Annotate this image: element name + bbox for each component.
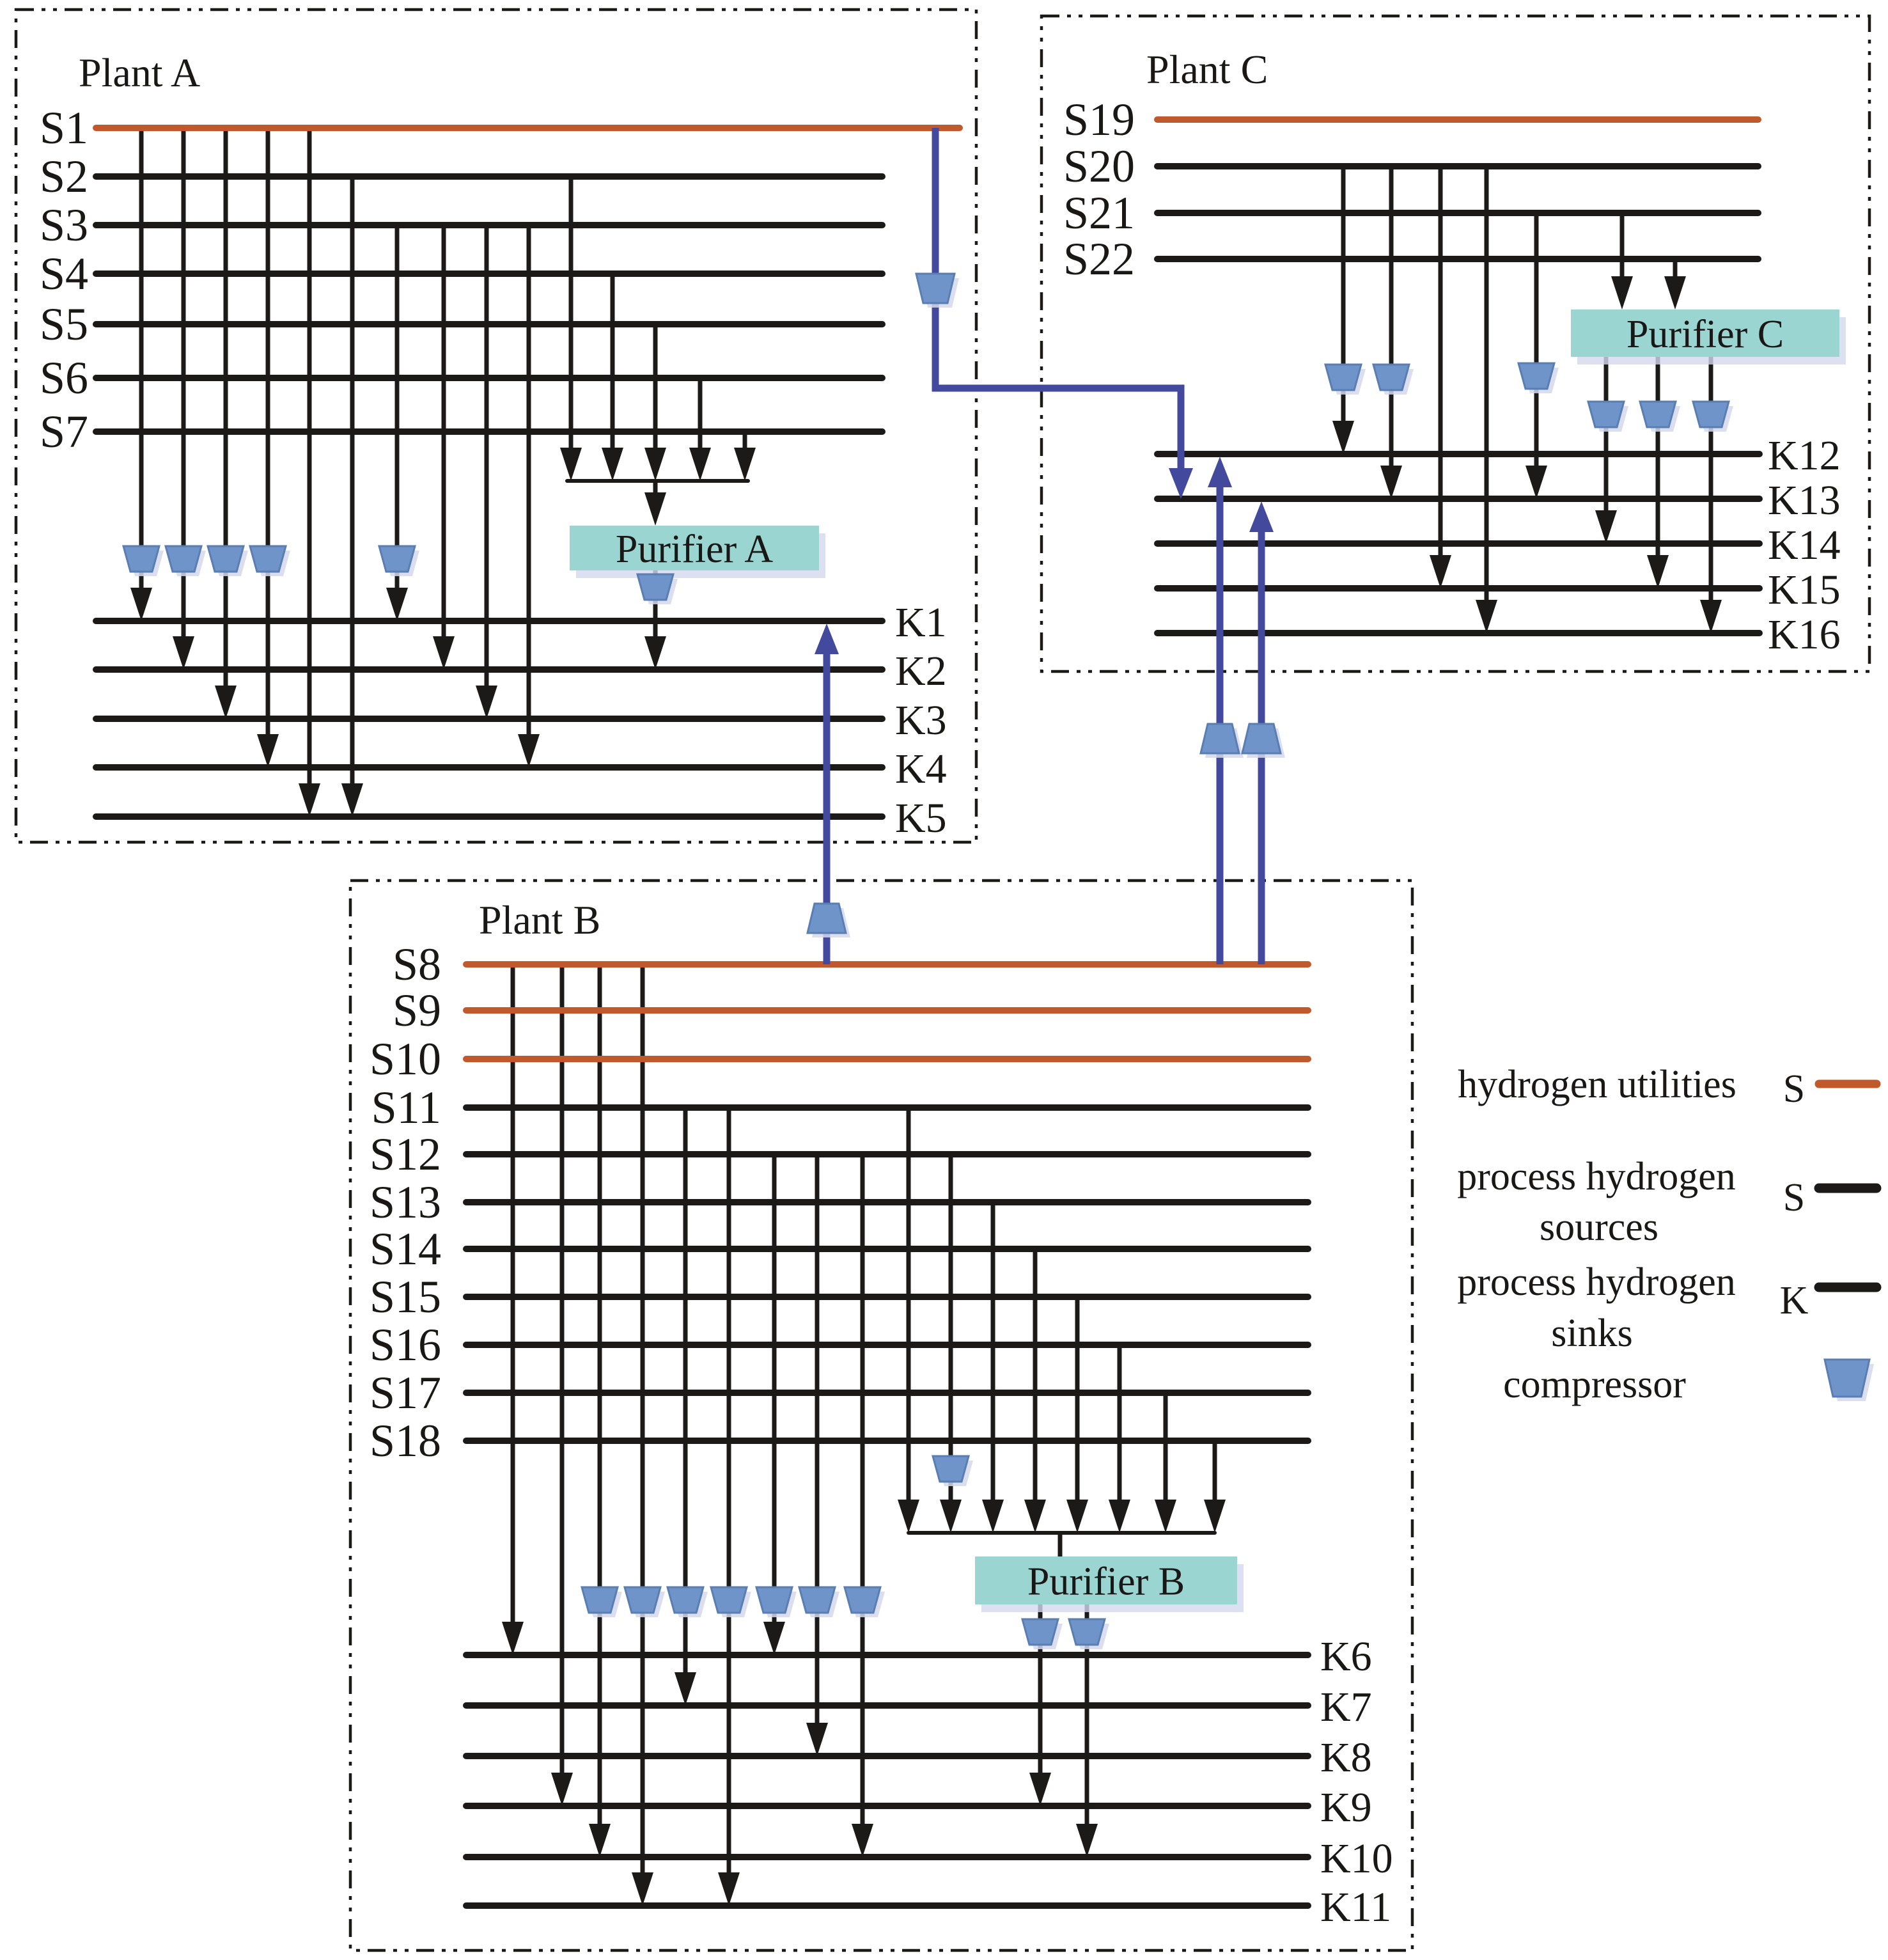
- svg-text:S17: S17: [370, 1367, 441, 1418]
- svg-text:S15: S15: [370, 1271, 441, 1322]
- svg-text:S: S: [1783, 1067, 1805, 1111]
- svg-text:process hydrogen: process hydrogen: [1457, 1260, 1736, 1304]
- svg-text:S8: S8: [393, 939, 441, 990]
- svg-text:Plant C: Plant C: [1146, 47, 1268, 92]
- svg-text:S13: S13: [370, 1177, 441, 1228]
- svg-text:K13: K13: [1768, 477, 1841, 524]
- svg-text:Plant A: Plant A: [79, 50, 200, 95]
- svg-text:K6: K6: [1320, 1633, 1372, 1680]
- svg-text:K4: K4: [895, 746, 947, 792]
- svg-text:S22: S22: [1063, 233, 1135, 285]
- svg-text:S14: S14: [370, 1223, 441, 1274]
- svg-text:S18: S18: [370, 1415, 441, 1466]
- svg-text:K8: K8: [1320, 1734, 1372, 1781]
- svg-text:K3: K3: [895, 697, 947, 744]
- svg-text:sources: sources: [1540, 1205, 1658, 1249]
- svg-text:K1: K1: [895, 599, 947, 646]
- svg-text:Purifier A: Purifier A: [616, 528, 773, 571]
- svg-text:S12: S12: [370, 1129, 441, 1180]
- svg-text:S2: S2: [40, 151, 88, 202]
- svg-text:S21: S21: [1063, 187, 1135, 239]
- svg-text:K11: K11: [1320, 1884, 1391, 1931]
- svg-text:K5: K5: [895, 795, 947, 842]
- svg-text:S19: S19: [1063, 94, 1135, 145]
- svg-text:K7: K7: [1320, 1684, 1372, 1730]
- svg-text:S1: S1: [40, 102, 88, 153]
- svg-text:compressor: compressor: [1503, 1363, 1686, 1406]
- svg-text:S6: S6: [40, 352, 88, 404]
- svg-text:S: S: [1783, 1176, 1805, 1219]
- svg-text:K15: K15: [1768, 567, 1841, 613]
- svg-text:K10: K10: [1320, 1835, 1393, 1882]
- svg-text:S5: S5: [40, 299, 88, 350]
- svg-text:Plant B: Plant B: [479, 897, 600, 943]
- svg-text:K9: K9: [1320, 1784, 1372, 1831]
- svg-text:S16: S16: [370, 1319, 441, 1370]
- svg-text:S11: S11: [371, 1082, 441, 1133]
- svg-text:K12: K12: [1768, 432, 1841, 479]
- svg-text:S3: S3: [40, 200, 88, 251]
- svg-text:Purifier B: Purifier B: [1027, 1560, 1185, 1604]
- svg-text:K: K: [1780, 1279, 1809, 1322]
- svg-text:K2: K2: [895, 648, 947, 694]
- svg-text:K14: K14: [1768, 522, 1841, 568]
- svg-text:S9: S9: [393, 985, 441, 1036]
- svg-text:S4: S4: [40, 248, 88, 299]
- svg-text:S20: S20: [1063, 141, 1135, 192]
- svg-text:S10: S10: [370, 1033, 441, 1085]
- svg-text:sinks: sinks: [1551, 1312, 1632, 1355]
- svg-text:K16: K16: [1768, 611, 1841, 658]
- svg-text:process hydrogen: process hydrogen: [1457, 1155, 1736, 1198]
- svg-text:Purifier C: Purifier C: [1627, 313, 1784, 356]
- svg-text:S7: S7: [40, 406, 88, 457]
- svg-text:hydrogen utilities: hydrogen utilities: [1458, 1063, 1736, 1106]
